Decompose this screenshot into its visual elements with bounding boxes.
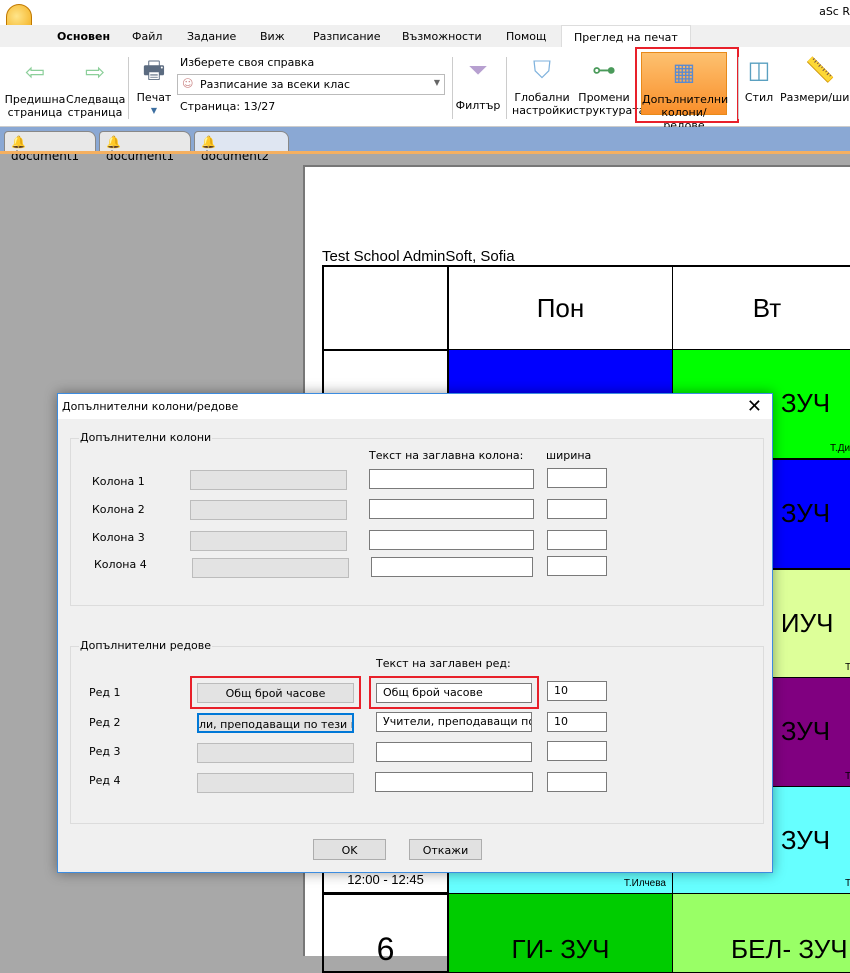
document-tabs: 🔔document1 🔔document1 🔔document2 — [0, 127, 850, 163]
grid-table-icon: ▦ — [672, 57, 696, 86]
column-2-width-input[interactable] — [547, 499, 607, 519]
hierarchy-icon: ⊶ — [592, 55, 616, 84]
global-settings-button[interactable]: ⛉ Глобални настройки — [512, 55, 574, 118]
document-tab-active[interactable]: 🔔document2 — [194, 131, 289, 163]
day-header: Пон — [536, 293, 585, 323]
report-label: Изберете своя справка — [180, 56, 315, 69]
bell-icon: 🔔 — [106, 135, 121, 149]
extra-rows-group: Допълнителни редове — [70, 639, 764, 824]
extra-columns-rows-dialog: Допълнителни колони/редове ✕ Допълнителн… — [57, 393, 773, 873]
column-3-button — [190, 531, 347, 551]
report-select[interactable]: ☺ Разписание за всеки клас ▼ — [177, 74, 445, 95]
highlight-box — [190, 676, 361, 709]
funnel-icon: ⏷ — [468, 55, 488, 84]
column-3-text-input[interactable] — [369, 530, 534, 550]
row-3-width-input[interactable] — [547, 741, 607, 761]
previous-page-button[interactable]: ⇦ Предишна страница — [4, 57, 66, 120]
day-header: Вт — [752, 293, 782, 323]
row-3-text-input[interactable] — [376, 742, 532, 762]
document-tab[interactable]: 🔔document1 — [4, 131, 96, 163]
tab-options[interactable]: Възможности — [402, 30, 482, 43]
print-button[interactable]: 🖶 Печат ▼ — [136, 55, 172, 116]
highlight-box — [369, 676, 539, 709]
extra-columns-rows-button[interactable]: ▦ Допълнителни колони/редове — [641, 52, 728, 132]
layout-icon: ◫ — [747, 55, 771, 84]
style-button[interactable]: ◫ Стил — [744, 55, 774, 105]
tab-file[interactable]: Файл — [132, 30, 163, 43]
column-1-button — [190, 470, 347, 490]
change-structure-button[interactable]: ⊶ Промени структурата — [573, 55, 646, 118]
row-4-text-input[interactable] — [375, 772, 533, 792]
tab-view[interactable]: Виж — [260, 30, 285, 43]
tab-task[interactable]: Задание — [187, 30, 237, 43]
column-1-width-input[interactable] — [547, 468, 607, 488]
ruler-icon: 📏 — [805, 55, 835, 84]
printer-icon: 🖶 — [142, 55, 166, 84]
school-name: Test School AdminSoft, Sofia — [322, 248, 515, 265]
cancel-button[interactable]: Откажи — [409, 839, 482, 860]
ribbon: ⇦ Предишна страница ⇨ Следваща страница … — [0, 47, 850, 132]
close-icon[interactable]: ✕ — [746, 396, 762, 417]
highlight-box — [635, 47, 739, 123]
person-icon: ☺ — [182, 77, 194, 90]
column-4-width-input[interactable] — [547, 556, 607, 576]
time-slot: 12:00 - 12:45 — [347, 872, 424, 887]
arrow-right-icon: ⇨ — [84, 57, 106, 86]
column-header-label: Текст на заглавна колона: — [369, 449, 524, 462]
row-4-width-input[interactable] — [547, 772, 607, 792]
chevron-down-icon[interactable]: ▼ — [433, 78, 440, 87]
menu-bar: Основен Файл Задание Виж Разписание Възм… — [0, 25, 850, 48]
row-1-text-input[interactable]: Общ брой часове — [376, 683, 532, 703]
shield-icon: ⛉ — [533, 55, 551, 84]
row-1-width-input[interactable]: 10 — [547, 681, 607, 701]
row-2-button[interactable]: ли, преподаващи по тези пред — [197, 713, 354, 733]
extra-columns-group: Допълнителни колони — [70, 431, 764, 606]
row-header-label: Текст на заглавен ред: — [376, 657, 511, 670]
document-tab[interactable]: 🔔document1 — [99, 131, 191, 163]
bell-icon: 🔔 — [11, 135, 26, 149]
row-2-width-input[interactable]: 10 — [547, 712, 607, 732]
tab-help[interactable]: Помощ — [506, 30, 547, 43]
row-3-button — [197, 743, 354, 763]
tab-schedule[interactable]: Разписание — [313, 30, 381, 43]
tab-home[interactable]: Основен — [57, 30, 111, 43]
column-1-text-input[interactable] — [369, 469, 534, 489]
width-label: ширина — [546, 449, 592, 462]
arrow-left-icon: ⇦ — [24, 57, 46, 86]
row-4-button — [197, 773, 354, 793]
tab-print-preview[interactable]: Преглед на печат — [561, 25, 691, 48]
column-2-button — [190, 500, 347, 520]
column-4-text-input[interactable] — [371, 557, 533, 577]
dialog-title-bar: Допълнителни колони/редове ✕ — [58, 394, 772, 419]
row-1-button[interactable]: Общ брой часове — [197, 683, 354, 703]
title-bar: aSc R — [0, 0, 850, 25]
dialog-title: Допълнителни колони/редове — [62, 400, 239, 413]
size-width-button[interactable]: 📏 Размери/шир — [780, 55, 850, 105]
row-2-text-input[interactable]: Учители, преподаващи по те — [376, 712, 532, 732]
app-title: aSc R — [819, 5, 850, 18]
filter-button[interactable]: ⏷ Филтър — [455, 55, 501, 113]
page-indicator: Страница: 13/27 — [180, 100, 276, 113]
column-2-text-input[interactable] — [369, 499, 534, 519]
column-4-button — [192, 558, 349, 578]
bell-icon: 🔔 — [201, 135, 216, 149]
next-page-button[interactable]: ⇨ Следваща страница — [66, 57, 126, 120]
column-3-width-input[interactable] — [547, 530, 607, 550]
ok-button[interactable]: OK — [313, 839, 386, 860]
